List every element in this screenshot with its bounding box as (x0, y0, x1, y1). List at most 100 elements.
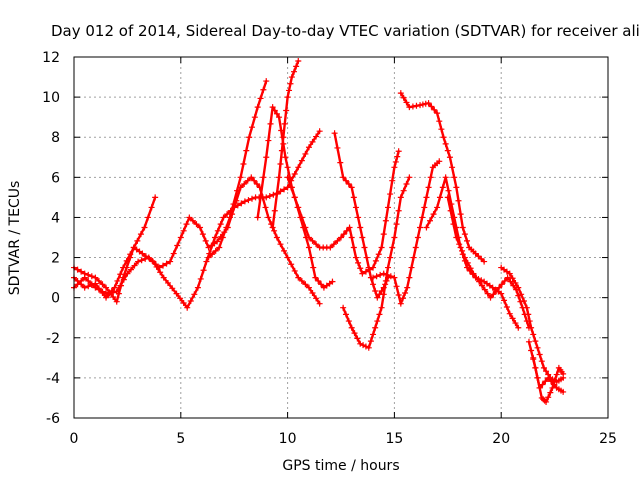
data-point (391, 164, 398, 171)
data-point (547, 389, 554, 396)
data-point (417, 224, 424, 231)
y-tick-label: 6 (51, 170, 60, 186)
data-point (273, 110, 280, 117)
data-point (447, 207, 454, 214)
data-point (92, 280, 99, 287)
data-point (355, 259, 362, 266)
data-point (400, 94, 407, 101)
data-point (374, 318, 381, 325)
data-point (512, 279, 519, 286)
data-point (85, 271, 92, 278)
data-point (88, 281, 95, 288)
data-point (286, 87, 293, 94)
data-point (127, 266, 134, 273)
data-point (131, 262, 138, 269)
plot-frame (73, 56, 609, 419)
data-point (550, 381, 557, 388)
data-point (273, 191, 280, 198)
data-point (528, 347, 535, 354)
series-band (72, 196, 157, 299)
data-point (265, 137, 272, 144)
data-point (470, 270, 477, 277)
data-point (476, 278, 483, 285)
data-point (395, 291, 402, 298)
data-point (305, 234, 312, 241)
data-point (138, 257, 145, 264)
data-point (534, 374, 541, 381)
y-tick-label: -6 (46, 411, 60, 427)
data-point (382, 217, 389, 224)
data-point (387, 273, 394, 280)
data-series (423, 174, 522, 331)
data-point (382, 277, 389, 284)
data-point (487, 294, 494, 301)
data-point (329, 278, 336, 285)
data-point (81, 284, 88, 291)
data-series (71, 194, 159, 301)
data-point (139, 250, 146, 257)
data-point (444, 147, 451, 154)
data-point (375, 251, 382, 258)
data-point (180, 227, 187, 234)
data-series (397, 90, 488, 265)
data-point (456, 241, 463, 248)
data-point (291, 68, 298, 75)
data-point (281, 247, 288, 254)
data-point (400, 187, 407, 194)
data-point (506, 310, 513, 317)
data-point (395, 148, 402, 155)
data-point (372, 287, 379, 294)
data-point (361, 244, 368, 251)
data-point (378, 304, 385, 311)
data-point (464, 259, 471, 266)
data-point (152, 194, 159, 201)
data-point (536, 351, 543, 358)
data-point (113, 298, 120, 305)
data-point (334, 144, 341, 151)
data-point (512, 320, 519, 327)
data-point (548, 378, 555, 385)
data-point (461, 254, 468, 261)
data-point (254, 214, 261, 221)
data-point (117, 282, 124, 289)
data-point (276, 114, 283, 121)
data-point (137, 231, 144, 238)
data-point (287, 80, 294, 87)
data-point (117, 271, 124, 278)
data-point (372, 324, 379, 331)
data-point (393, 221, 400, 228)
data-point (141, 224, 148, 231)
data-point (403, 99, 410, 106)
y-tick-label: -4 (46, 371, 60, 387)
data-point (113, 288, 120, 295)
data-point (406, 274, 413, 281)
data-point (99, 289, 106, 296)
data-point (384, 271, 391, 278)
data-point (237, 174, 244, 181)
data-point (216, 244, 223, 251)
data-point (142, 255, 149, 262)
data-point (85, 283, 92, 290)
data-point (134, 237, 141, 244)
data-point (528, 324, 535, 331)
data-point (123, 257, 130, 264)
data-point (399, 295, 406, 302)
data-point (148, 204, 155, 211)
data-point (359, 270, 366, 277)
data-point (291, 170, 298, 177)
data-point (370, 281, 377, 288)
data-point (298, 277, 305, 284)
grid (74, 57, 608, 418)
data-point (263, 78, 270, 85)
data-point (135, 258, 142, 265)
data-point (270, 191, 277, 198)
data-point (493, 287, 500, 294)
data-point (74, 277, 81, 284)
data-point (498, 281, 505, 288)
series-band (425, 176, 520, 329)
data-point (305, 244, 312, 251)
data-point (542, 378, 549, 385)
data-point (114, 277, 121, 284)
data-point (355, 214, 362, 221)
